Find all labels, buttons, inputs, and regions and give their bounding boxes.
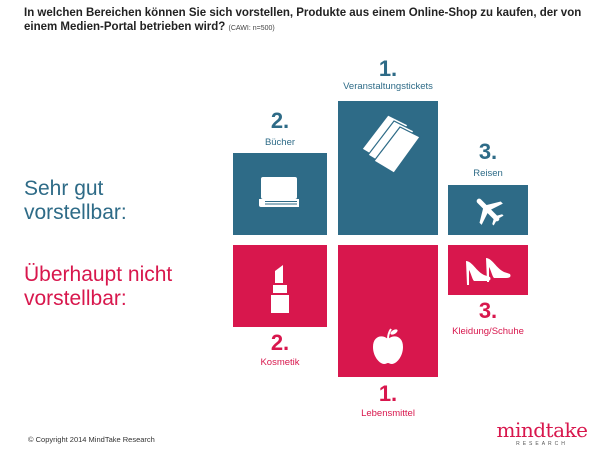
tickets-icon [361,114,421,173]
bar-bad-3 [448,245,528,295]
category-bad-3: Kleidung/Schuhe [452,326,524,337]
copyright-text: © Copyright 2014 MindTake Research [28,435,155,444]
logo-subtitle: RESEARCH [516,441,568,447]
category-good-2: Bücher [264,137,296,148]
airplane-icon [476,198,504,226]
question-title: In welchen Bereichen können Sie sich vor… [24,6,604,36]
logo-wordmark: mindtake [496,418,588,442]
rank-bad-3: 3. [478,298,498,323]
bar-bad-2 [233,245,327,327]
row-label-bad-line2: vorstellbar: [24,287,127,310]
rank-bad-2: 2. [270,330,290,355]
category-good-1: Veranstaltungstickets [343,81,433,92]
rank-good-1: 1. [378,56,398,81]
rank-bad-1: 1. [378,381,398,406]
book-icon [259,177,299,207]
bar-good-2 [233,153,327,235]
bar-good-1 [338,101,438,235]
category-bad-2: Kosmetik [260,357,300,368]
mindtake-logo: mindtake RESEARCH [490,420,594,448]
question-text: In welchen Bereichen können Sie sich vor… [24,7,582,33]
bar-bad-1 [338,245,438,377]
row-label-bad: Überhaupt nicht vorstellbar: [24,263,172,311]
row-label-good-line1: Sehr gut [24,177,104,200]
apple-icon [373,328,403,364]
sample-note: (CAWI: n=500) [228,25,275,32]
lipstick-icon [271,265,289,313]
rank-good-3: 3. [478,139,498,164]
rank-good-2: 2. [270,108,290,133]
category-bad-1: Lebensmittel [361,408,415,419]
high-heels-icon [466,258,511,285]
row-label-good: Sehr gut vorstellbar: [24,177,127,225]
row-label-good-line2: vorstellbar: [24,201,127,224]
row-label-bad-line1: Überhaupt nicht [24,263,173,286]
bar-good-3 [448,185,528,235]
category-good-3: Reisen [473,168,503,179]
